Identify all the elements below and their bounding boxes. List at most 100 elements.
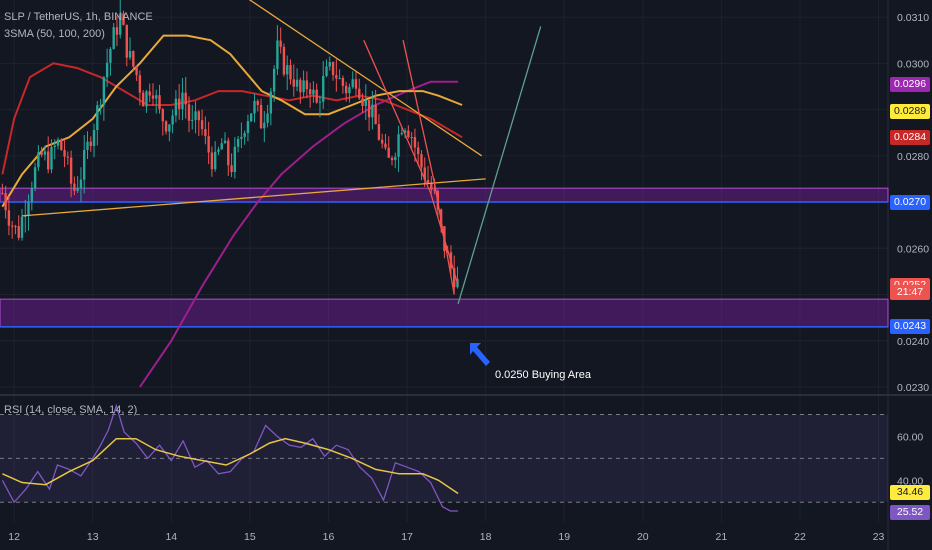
candle-down[interactable] [407, 130, 410, 138]
candle-up[interactable] [400, 132, 404, 135]
candle-down[interactable] [158, 95, 161, 110]
candle-down[interactable] [204, 129, 207, 137]
candle-up[interactable] [286, 65, 289, 75]
candle-up[interactable] [394, 156, 397, 161]
candle-up[interactable] [295, 79, 299, 87]
candle-up[interactable] [250, 113, 253, 122]
candle-down[interactable] [344, 85, 348, 94]
candle-down[interactable] [384, 143, 387, 148]
candle-up[interactable] [76, 188, 79, 191]
candle-up[interactable] [253, 100, 256, 114]
candle-up[interactable] [269, 91, 273, 114]
candle-down[interactable] [380, 139, 384, 144]
candle-down[interactable] [416, 147, 420, 155]
candle-down[interactable] [148, 91, 151, 96]
candle-down[interactable] [200, 120, 204, 130]
candle-down[interactable] [73, 183, 76, 191]
candle-down[interactable] [305, 80, 309, 90]
candle-down[interactable] [430, 182, 433, 190]
trendline[interactable] [234, 0, 483, 157]
candle-up[interactable] [322, 75, 325, 102]
candle-down[interactable] [315, 89, 318, 103]
candle-down[interactable] [410, 137, 413, 139]
candle-up[interactable] [92, 130, 96, 147]
candle-up[interactable] [338, 78, 341, 80]
candle-down[interactable] [207, 136, 210, 153]
candle-down[interactable] [151, 95, 155, 99]
candle-up[interactable] [102, 77, 106, 105]
candle-up[interactable] [272, 68, 276, 92]
candle-up[interactable] [220, 143, 223, 150]
candle-down[interactable] [374, 104, 377, 125]
candle-down[interactable] [279, 40, 282, 47]
candle-up[interactable] [371, 104, 374, 118]
candle-down[interactable] [14, 226, 17, 228]
candle-down[interactable] [259, 104, 263, 129]
candle-up[interactable] [155, 95, 158, 99]
candle-up[interactable] [348, 87, 351, 94]
candle-down[interactable] [358, 88, 361, 99]
candle-up[interactable] [191, 119, 194, 121]
candle-down[interactable] [177, 98, 181, 110]
price-zone[interactable] [0, 298, 889, 328]
candle-down[interactable] [423, 167, 426, 180]
candle-up[interactable] [364, 99, 368, 106]
candle-down[interactable] [308, 89, 312, 95]
sma-legend[interactable]: 3SMA (50, 100, 200) [4, 28, 105, 40]
candle-up[interactable] [30, 188, 34, 202]
candle-down[interactable] [331, 62, 335, 76]
candle-up[interactable] [86, 141, 89, 150]
candle-up[interactable] [217, 149, 220, 152]
rsi-ma-line[interactable] [2, 437, 459, 495]
candle-up[interactable] [243, 133, 246, 137]
candle-down[interactable] [420, 154, 423, 168]
candle-up[interactable] [27, 201, 30, 216]
candle-down[interactable] [367, 99, 371, 118]
trendline[interactable] [363, 39, 459, 286]
candle-up[interactable] [312, 89, 315, 95]
candle-down[interactable] [63, 150, 66, 157]
candle-up[interactable] [194, 111, 197, 120]
candle-down[interactable] [426, 179, 430, 183]
candle-down[interactable] [335, 75, 338, 79]
candle-down[interactable] [387, 147, 390, 158]
candle-down[interactable] [282, 46, 286, 75]
candle-down[interactable] [132, 51, 135, 67]
candle-down[interactable] [40, 152, 43, 155]
candle-down[interactable] [89, 141, 92, 147]
candle-up[interactable] [43, 151, 47, 155]
candle-up[interactable] [302, 80, 305, 93]
candle-down[interactable] [135, 66, 138, 76]
candle-up[interactable] [318, 101, 322, 103]
candle-down[interactable] [60, 139, 63, 151]
candle-up[interactable] [33, 167, 37, 189]
trendline[interactable] [402, 40, 455, 295]
candle-up[interactable] [213, 151, 217, 170]
candle-down[interactable] [141, 92, 145, 107]
candle-down[interactable] [299, 79, 302, 93]
trendline[interactable] [457, 26, 542, 304]
candle-up[interactable] [263, 122, 266, 129]
candle-down[interactable] [289, 65, 292, 80]
candle-up[interactable] [79, 179, 83, 189]
candle-down[interactable] [354, 79, 358, 89]
candle-up[interactable] [325, 66, 328, 76]
candle-down[interactable] [377, 124, 381, 140]
candle-up[interactable] [112, 27, 115, 50]
candle-up[interactable] [181, 92, 184, 110]
price-zone[interactable] [0, 187, 889, 203]
candle-down[interactable] [122, 13, 125, 25]
candle-down[interactable] [433, 189, 436, 191]
candle-up[interactable] [128, 51, 132, 58]
rsi-legend[interactable]: RSI (14, close, SMA, 14, 2) [4, 404, 138, 416]
candle-down[interactable] [66, 156, 70, 158]
candle-down[interactable] [256, 100, 259, 105]
trendline[interactable] [21, 178, 486, 217]
candle-down[interactable] [184, 92, 187, 105]
candle-down[interactable] [230, 165, 233, 173]
candle-down[interactable] [227, 140, 230, 166]
candle-down[interactable] [390, 157, 394, 161]
candle-up[interactable] [223, 140, 227, 144]
candle-up[interactable] [20, 216, 24, 238]
